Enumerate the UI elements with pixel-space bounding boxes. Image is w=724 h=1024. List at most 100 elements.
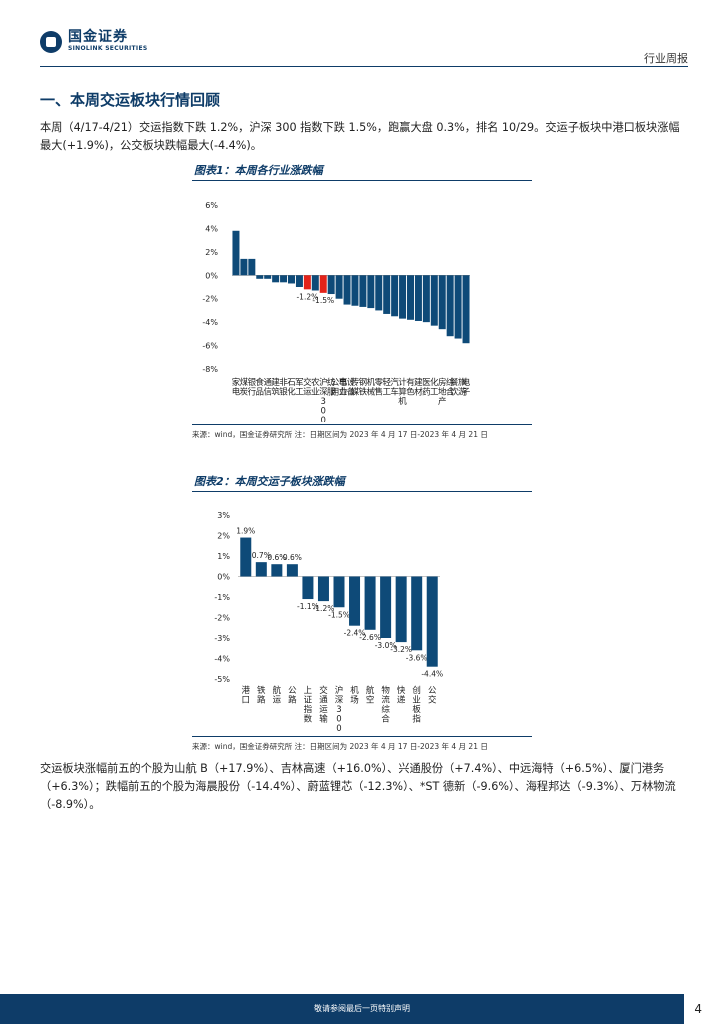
bar xyxy=(359,275,367,307)
category-label: 食品 xyxy=(256,377,265,398)
y-tick-label: -2% xyxy=(202,295,218,304)
bar xyxy=(407,275,414,320)
bar xyxy=(446,275,454,337)
data-label: -1.2% xyxy=(313,604,335,613)
svg-text:非: 非 xyxy=(279,377,288,388)
svg-text:工: 工 xyxy=(295,388,304,398)
svg-text:3: 3 xyxy=(336,705,341,715)
figure1-top-rule xyxy=(192,180,532,181)
data-label: -3.6% xyxy=(406,653,428,662)
svg-text:售: 售 xyxy=(375,387,384,398)
svg-text:0: 0 xyxy=(336,715,341,725)
bar xyxy=(422,275,430,323)
figure2-title: 图表2：本周交运子板块涨跌幅 xyxy=(194,475,345,488)
bar xyxy=(430,275,438,326)
data-label: -1.2% xyxy=(296,292,318,301)
category-label: 通信 xyxy=(263,377,272,398)
svg-text:家: 家 xyxy=(232,377,241,388)
svg-text:深: 深 xyxy=(335,696,344,706)
svg-text:有: 有 xyxy=(406,377,415,388)
category-label: 机场 xyxy=(350,685,359,706)
bar xyxy=(343,275,351,305)
figure1-source: 来源：wind，国金证券研究所 注：日期区间为 2023 年 4 月 17 日-… xyxy=(192,430,488,439)
svg-text:电: 电 xyxy=(462,377,471,388)
svg-text:车: 车 xyxy=(390,387,399,398)
svg-text:建: 建 xyxy=(271,377,280,388)
page-header: 国金证券 SINOLINK SECURITIES 行业周报 xyxy=(0,0,724,68)
category-label: 医药 xyxy=(422,378,431,398)
svg-text:数: 数 xyxy=(304,714,313,725)
y-tick-label: 2% xyxy=(205,248,218,257)
bar xyxy=(286,564,298,577)
svg-text:交: 交 xyxy=(319,685,328,696)
svg-text:机: 机 xyxy=(398,396,407,407)
svg-text:炭: 炭 xyxy=(240,388,249,398)
bar xyxy=(411,576,423,651)
figure2-source: 来源：wind，国金证券研究所 注：日期区间为 2023 年 4 月 17 日-… xyxy=(192,742,488,751)
y-tick-label: -4% xyxy=(214,655,230,664)
logo-cn-text: 国金证券 xyxy=(68,29,128,45)
svg-text:房: 房 xyxy=(438,377,447,388)
svg-text:媒: 媒 xyxy=(351,388,360,398)
category-label: 综合 xyxy=(446,377,455,398)
category-label: 军工 xyxy=(295,378,304,398)
bar xyxy=(295,275,303,287)
y-tick-label: 1% xyxy=(217,552,230,561)
svg-text:递: 递 xyxy=(397,695,406,706)
bar xyxy=(380,576,392,638)
y-tick-label: 2% xyxy=(217,532,230,541)
category-label: 化工 xyxy=(430,377,439,398)
y-tick-label: 4% xyxy=(205,224,218,233)
svg-text:品: 品 xyxy=(256,388,265,398)
category-label: 钢铁 xyxy=(359,377,368,398)
bar xyxy=(272,275,280,283)
svg-text:石: 石 xyxy=(287,378,296,388)
svg-text:合: 合 xyxy=(446,387,455,398)
category-label: 纺服 xyxy=(327,377,336,398)
bar xyxy=(280,275,288,283)
svg-text:电: 电 xyxy=(339,377,348,388)
svg-text:旅: 旅 xyxy=(458,377,467,388)
category-label: 建材 xyxy=(414,377,423,398)
svg-text:0: 0 xyxy=(321,407,326,417)
bar xyxy=(327,275,335,295)
svg-text:合: 合 xyxy=(381,714,390,725)
bar xyxy=(391,275,399,317)
category-label: 铁路 xyxy=(257,685,266,706)
bar xyxy=(333,576,345,608)
svg-text:服: 服 xyxy=(327,388,336,398)
bar xyxy=(240,258,248,276)
category-label: 零售 xyxy=(375,378,384,398)
y-tick-label: 3% xyxy=(217,511,230,520)
bar xyxy=(454,275,462,339)
svg-text:筑: 筑 xyxy=(271,387,280,398)
svg-text:板: 板 xyxy=(412,704,421,715)
footer-disclaimer: 敬请参阅最后一页特别声明 xyxy=(314,1004,410,1013)
svg-text:深: 深 xyxy=(319,388,328,398)
svg-text:农: 农 xyxy=(311,377,320,388)
svg-text:轻: 轻 xyxy=(382,377,391,388)
section-title: 一、本周交运板块行情回顾 xyxy=(40,91,221,109)
category-label: 公路 xyxy=(288,686,297,706)
svg-text:通: 通 xyxy=(263,377,272,388)
svg-text:色: 色 xyxy=(406,387,415,398)
bar xyxy=(364,576,376,630)
category-label: 交运 xyxy=(303,377,312,398)
data-label: 0.6% xyxy=(267,553,286,562)
svg-text:信: 信 xyxy=(263,387,272,398)
y-tick-label: -4% xyxy=(202,318,218,327)
svg-text:综: 综 xyxy=(381,704,390,715)
svg-text:物: 物 xyxy=(381,685,390,696)
page-number-box xyxy=(684,994,724,1024)
svg-text:药: 药 xyxy=(422,387,431,398)
svg-text:计: 计 xyxy=(398,377,407,388)
svg-text:化: 化 xyxy=(287,387,296,398)
svg-text:口: 口 xyxy=(242,696,251,706)
bar xyxy=(375,275,383,311)
bar xyxy=(383,275,391,314)
y-tick-label: 6% xyxy=(205,201,218,210)
svg-text:流: 流 xyxy=(381,695,390,706)
